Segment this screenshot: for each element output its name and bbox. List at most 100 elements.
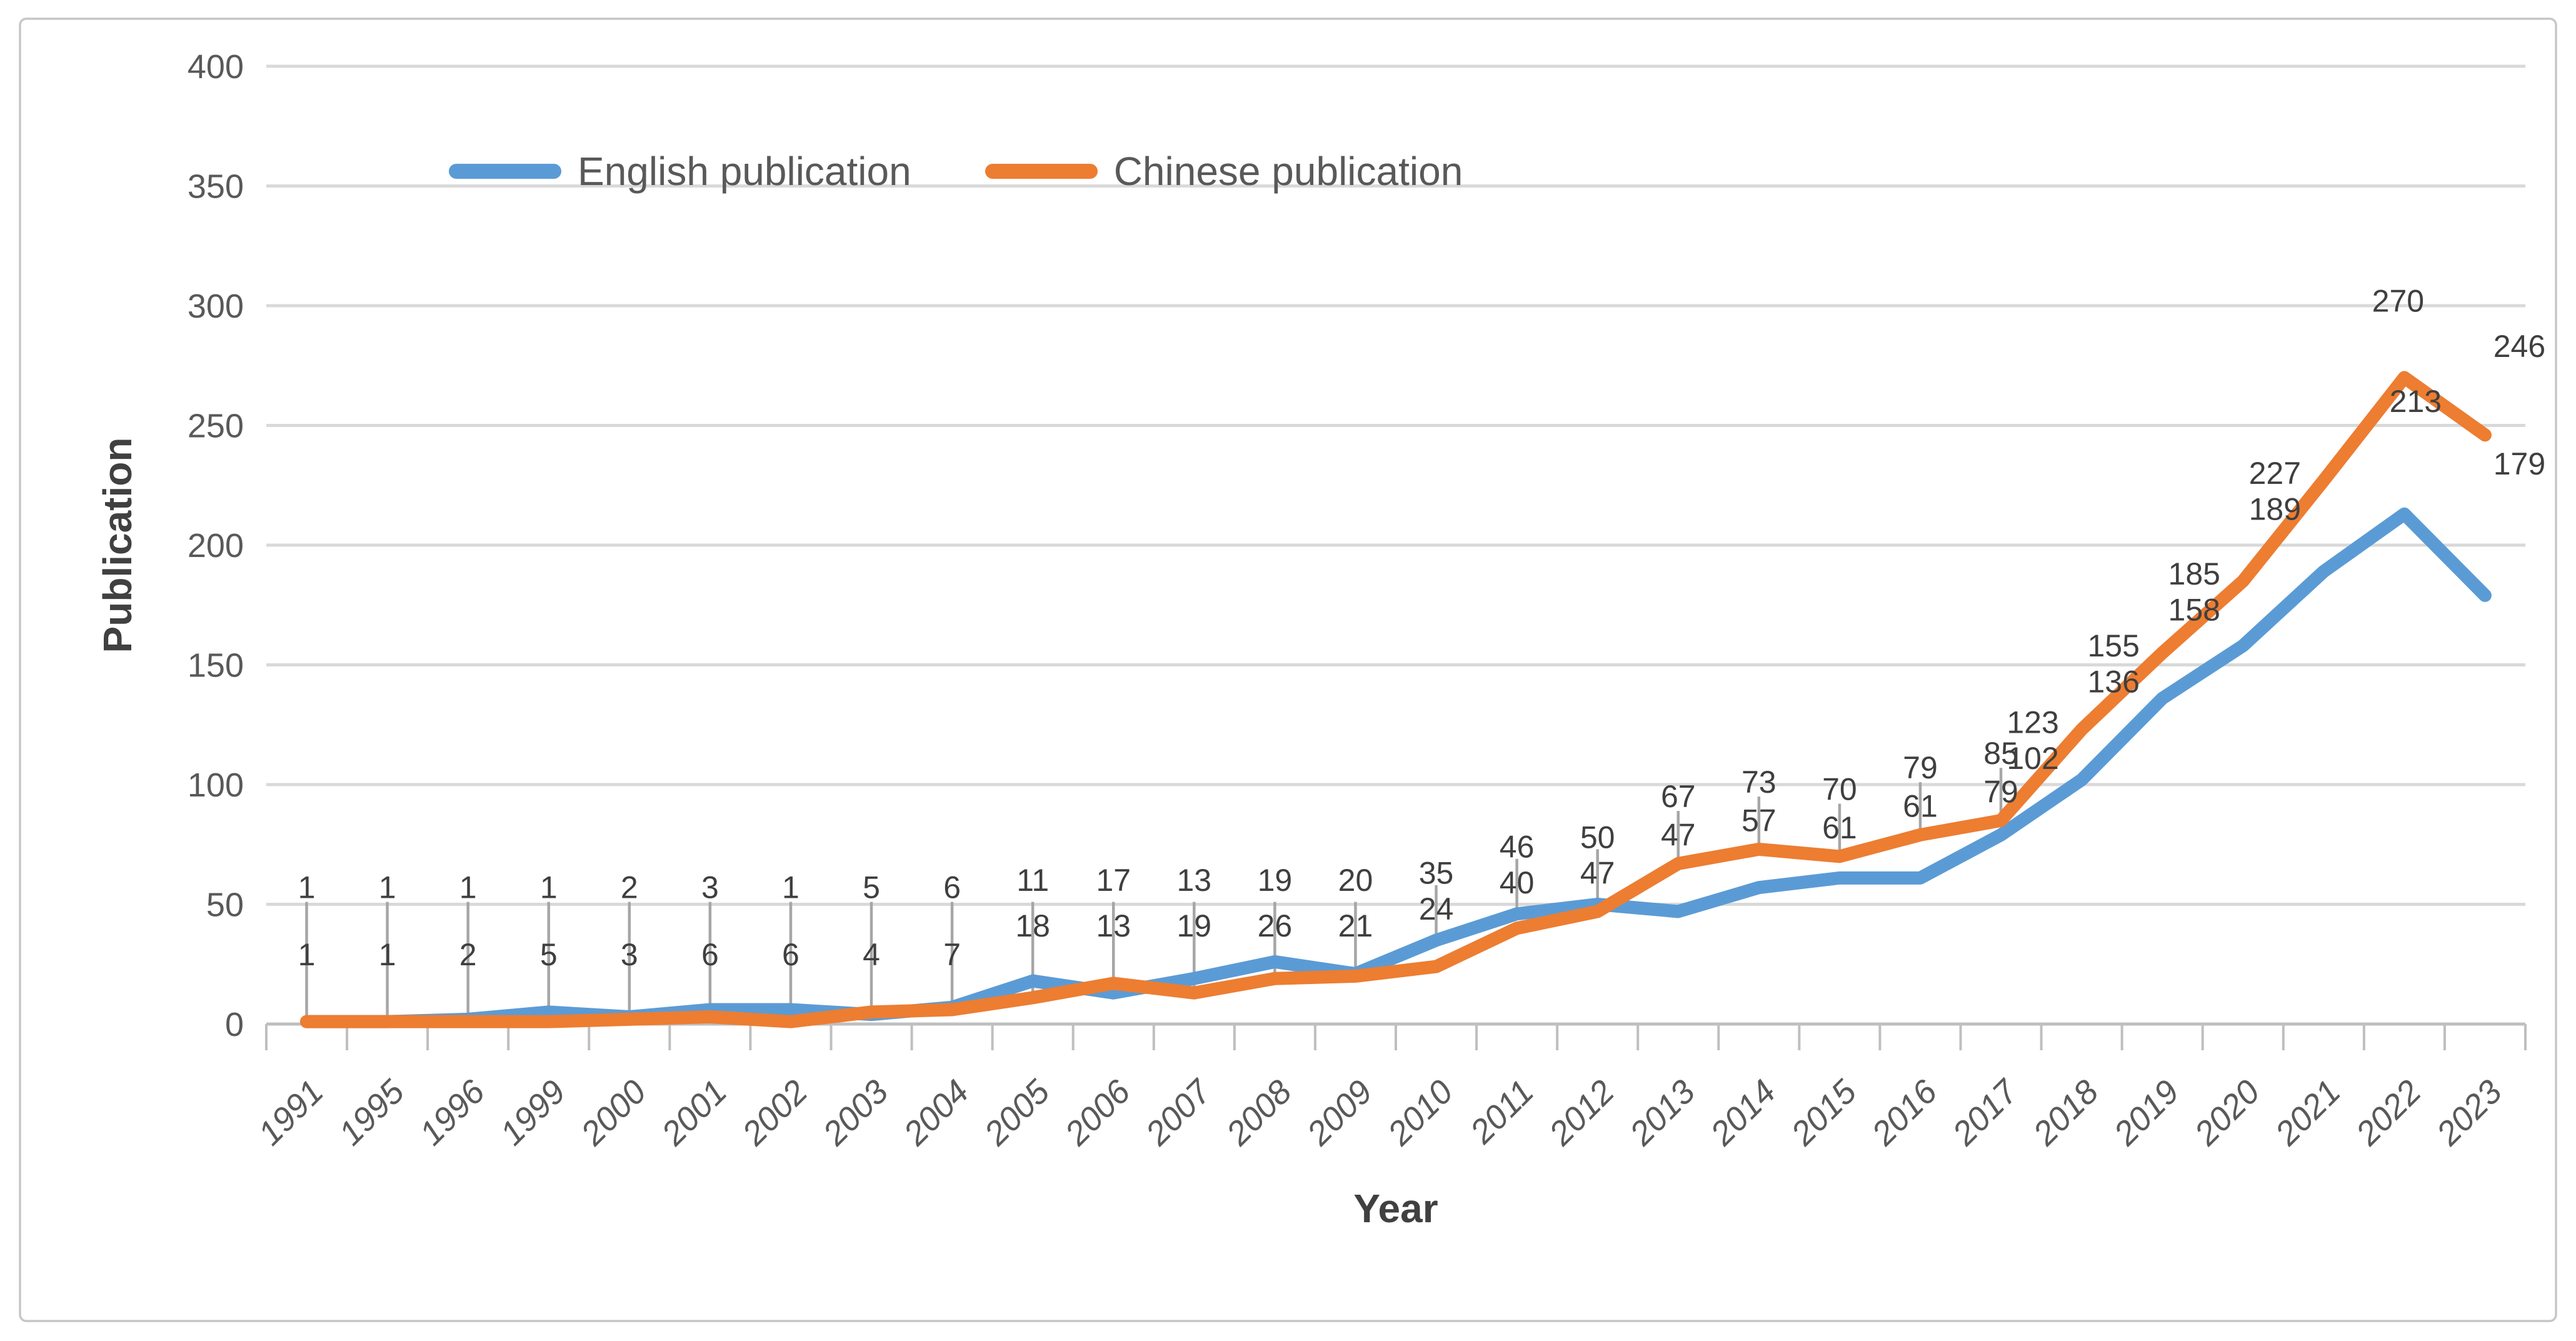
x-tick-label: 1996 <box>413 1072 493 1152</box>
english-line-swatch <box>449 164 561 179</box>
data-label-english: 35 <box>1419 856 1454 891</box>
x-tick-label: 2011 <box>1463 1073 1541 1151</box>
x-tick-label: 2004 <box>896 1073 976 1153</box>
x-tick-label: 2002 <box>734 1073 814 1153</box>
data-label-chinese: 17 <box>1096 863 1131 898</box>
chinese-line-swatch <box>985 164 1098 179</box>
legend: English publication Chinese publication <box>449 141 1463 201</box>
data-label-chinese: 123 <box>2007 705 2058 740</box>
data-label-english: 189 <box>2249 492 2301 527</box>
data-label-english: 18 <box>1015 908 1050 943</box>
data-label-chinese: 270 <box>2372 283 2424 318</box>
chinese-publication-line <box>300 371 2492 1028</box>
data-label-chinese: 67 <box>1661 779 1696 814</box>
x-tick-label: 2020 <box>2187 1073 2267 1153</box>
y-tick-label: 350 <box>188 168 244 206</box>
y-tick-label: 400 <box>188 48 244 86</box>
y-tick-label: 150 <box>188 647 244 685</box>
x-tick-label: 2018 <box>2026 1073 2106 1153</box>
x-tick-label: 2019 <box>2107 1073 2187 1153</box>
x-tick-label: 2022 <box>2348 1073 2428 1153</box>
data-label-chinese: 246 <box>2493 329 2545 364</box>
data-label-chinese: 2 <box>621 870 638 905</box>
data-label-chinese: 85 <box>1983 736 2018 771</box>
y-tick-label: 300 <box>188 288 244 325</box>
data-label-chinese: 73 <box>1742 765 1777 800</box>
data-label-chinese: 20 <box>1338 863 1373 898</box>
legend-label-chinese: Chinese publication <box>1113 149 1463 194</box>
data-label-chinese: 5 <box>863 870 880 905</box>
data-label-chinese: 40 <box>1500 865 1535 900</box>
y-axis-title: Publication <box>95 437 140 653</box>
data-label-english: 46 <box>1500 830 1535 865</box>
data-label-english: 179 <box>2493 446 2545 481</box>
x-tick-label: 2006 <box>1058 1072 1138 1153</box>
data-label-english: 13 <box>1096 908 1131 943</box>
x-tick-label: 2003 <box>815 1073 895 1153</box>
data-label-chinese: 227 <box>2249 456 2301 491</box>
x-tick-label: 2017 <box>1945 1072 2025 1153</box>
data-label-chinese: 3 <box>701 870 719 905</box>
x-tick-label: 2009 <box>1300 1073 1380 1153</box>
x-tick-label: 2008 <box>1219 1073 1299 1153</box>
data-label-chinese: 24 <box>1419 891 1454 927</box>
data-label-chinese: 19 <box>1258 863 1293 898</box>
chart-frame-border <box>19 18 2557 1322</box>
data-label-english: 7 <box>943 937 961 972</box>
data-label-english: 4 <box>863 937 880 972</box>
x-tick-label: 2014 <box>1703 1073 1783 1153</box>
data-label-chinese: 11 <box>1016 863 1049 898</box>
data-label-english: 5 <box>540 937 558 972</box>
x-tick-label: 2021 <box>2268 1073 2348 1153</box>
data-label-english: 213 <box>2390 384 2442 419</box>
legend-item-chinese: Chinese publication <box>985 148 1463 194</box>
data-label-chinese: 1 <box>459 870 477 905</box>
y-tick-label: 0 <box>225 1006 244 1043</box>
data-label-chinese: 47 <box>1580 856 1615 891</box>
x-tick-label: 2015 <box>1783 1072 1864 1153</box>
data-label-english: 61 <box>1903 788 1938 823</box>
x-axis-title: Year <box>1353 1186 1438 1231</box>
y-tick-label: 250 <box>188 408 244 445</box>
x-tick-label: 2000 <box>573 1073 653 1153</box>
legend-label-english: English publication <box>578 149 911 194</box>
x-tick-label: 1995 <box>332 1072 412 1152</box>
x-tick-label: 2001 <box>654 1073 734 1153</box>
y-tick-label: 200 <box>188 527 244 565</box>
data-label-english: 19 <box>1177 908 1212 943</box>
data-label-english: 158 <box>2168 592 2220 627</box>
data-label-chinese: 70 <box>1822 772 1857 807</box>
data-label-chinese: 1 <box>540 870 558 905</box>
x-tick-label: 2005 <box>977 1072 1058 1153</box>
data-label-english: 6 <box>701 937 719 972</box>
x-tick-label: 2007 <box>1138 1072 1219 1153</box>
x-tick-label: 1991 <box>251 1073 331 1152</box>
data-label-english: 2 <box>459 937 477 972</box>
data-label-english: 1 <box>298 937 316 972</box>
data-label-english: 21 <box>1338 908 1373 943</box>
y-tick-label: 100 <box>188 766 244 804</box>
x-tick-label: 2010 <box>1380 1073 1460 1153</box>
data-label-english: 61 <box>1822 810 1857 845</box>
x-tick-label: 2023 <box>2429 1073 2509 1153</box>
data-label-english: 50 <box>1580 820 1615 855</box>
data-label-english: 79 <box>1983 774 2018 809</box>
data-label-english: 102 <box>2007 741 2058 776</box>
data-label-chinese: 1 <box>379 870 396 905</box>
data-label-english: 57 <box>1742 803 1777 838</box>
x-tick-label: 2012 <box>1541 1073 1621 1153</box>
data-label-chinese: 1 <box>298 870 316 905</box>
data-label-chinese: 185 <box>2168 556 2220 591</box>
data-label-chinese: 1 <box>782 870 799 905</box>
y-tick-label: 50 <box>206 886 244 924</box>
data-label-chinese: 155 <box>2087 628 2139 663</box>
data-label-english: 6 <box>782 937 799 972</box>
legend-item-english: English publication <box>449 148 911 194</box>
x-tick-label: 2016 <box>1864 1072 1945 1153</box>
data-label-chinese: 6 <box>943 870 961 905</box>
data-label-chinese: 13 <box>1177 863 1212 898</box>
data-label-english: 3 <box>621 937 638 972</box>
x-tick-label: 2013 <box>1622 1073 1702 1153</box>
